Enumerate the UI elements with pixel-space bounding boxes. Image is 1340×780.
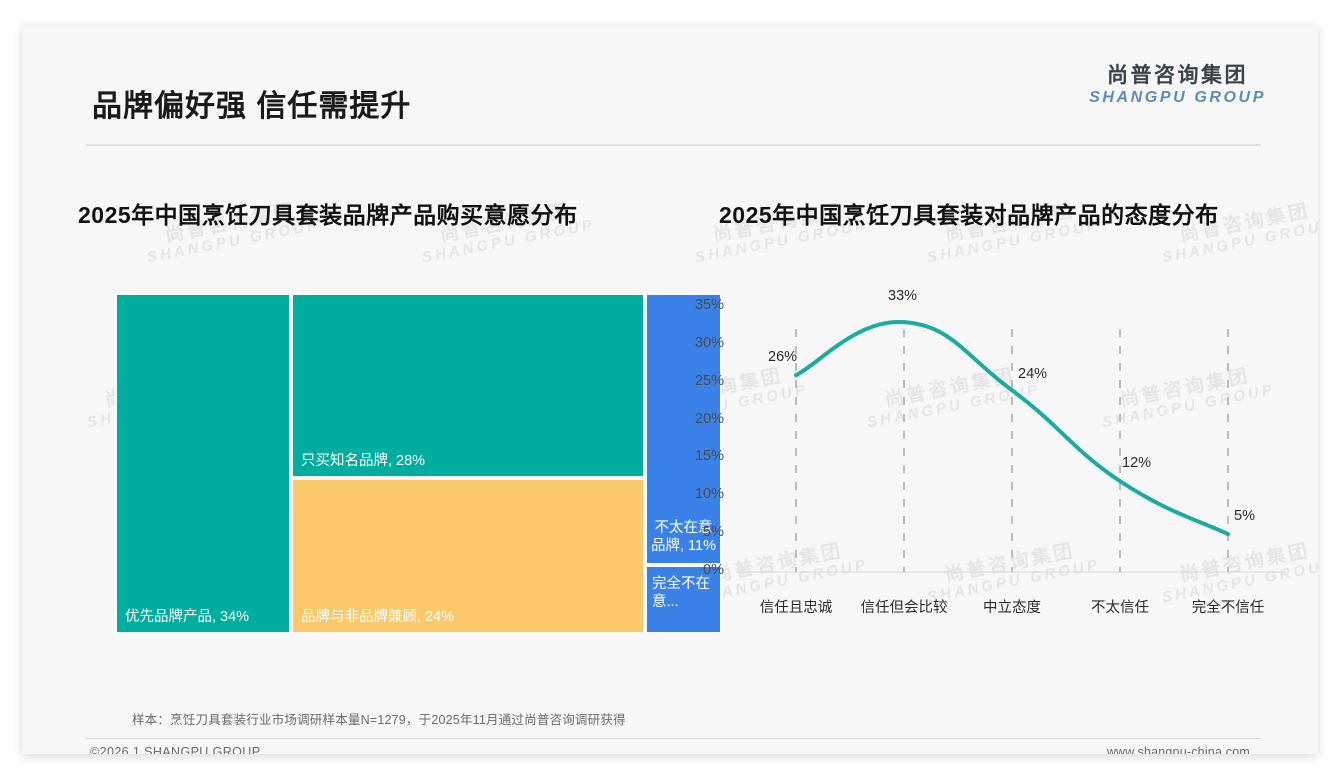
sample-footnote: 样本：烹饪刀具套装行业市场调研样本量N=1279，于2025年11月通过尚普咨询… [132,713,626,727]
treemap-cell[interactable]: 完全不在意... [645,565,722,634]
x-axis-tick-label: 中立态度 [983,600,1041,616]
footer-divider [86,738,1261,739]
line-chart-svg [736,320,1286,573]
logo-chinese-text: 尚普咨询集团 [1107,64,1249,87]
data-point-label: 5% [1234,508,1255,525]
right-chart-title: 2025年中国烹饪刀具套装对品牌产品的态度分布 [719,202,1219,228]
y-axis-tick-label: 0% [703,562,724,578]
slide-header: 品牌偏好强 信任需提升 尚普咨询集团 SHANGPU GROUP [22,26,1318,123]
treemap-cell-label: 品牌与非品牌兼顾, 24% [301,609,455,625]
treemap-cell[interactable]: 不太在意品牌, 11% [645,293,722,565]
y-axis-tick-label: 5% [703,524,724,541]
line-series-path [794,320,1230,537]
slide: 品牌偏好强 信任需提升 尚普咨询集团 SHANGPU GROUP 尚普咨询集团 S… [22,26,1318,754]
x-axis-tick-label: 完全不信任 [1191,600,1265,616]
y-axis-tick-label: 10% [694,486,724,503]
y-axis-tick-label: 35% [694,297,724,313]
footer-copyright: ©2026.1 SHANGPU GROUP [90,745,261,754]
line-chart: 0% 5% 10% 15% 20% 25% 30% 35% 信任且忠诚 信任但会比较 中立态度 不太信… [682,281,1302,626]
data-point-label: 12% [1122,455,1152,472]
treemap-cell[interactable]: 品牌与非品牌兼顾, 24% [291,478,645,634]
data-point-label: 26% [768,349,798,366]
page-title: 品牌偏好强 信任需提升 [92,90,412,123]
y-axis-tick-label: 20% [694,410,724,427]
treemap-cell-label: 优先品牌产品, 34% [125,609,250,625]
x-axis-tick-label: 信任且忠诚 [759,600,833,616]
treemap-cell-label: 只买知名品牌, 28% [301,453,426,469]
data-point-label: 33% [888,288,918,305]
x-axis-tick-label: 不太信任 [1091,600,1149,616]
company-logo: 尚普咨询集团 SHANGPU GROUP [1089,64,1266,107]
y-axis-tick-label: 30% [694,334,724,351]
left-chart-title: 2025年中国烹饪刀具套装品牌产品购买意愿分布 [78,202,578,228]
treemap-cell[interactable]: 只买知名品牌, 28% [291,293,645,478]
y-axis-tick-label: 25% [694,372,724,389]
y-axis-tick-label: 15% [694,448,724,465]
treemap-cell-label: 完全不在意... [652,576,710,611]
data-point-label: 24% [1018,366,1048,383]
header-divider [86,144,1261,146]
treemap-cell[interactable]: 优先品牌产品, 34% [115,293,291,634]
footer-website[interactable]: www.shangpu-china.com [1106,745,1250,754]
treemap-chart: 优先品牌产品, 34% 只买知名品牌, 28% 品牌与非品牌兼顾, 24% 不太… [115,293,722,634]
x-axis-tick-label: 信任但会比较 [860,600,948,616]
logo-english-text: SHANGPU GROUP [1089,89,1266,107]
treemap-cell-label: 不太在意品牌, 11% [651,519,717,554]
